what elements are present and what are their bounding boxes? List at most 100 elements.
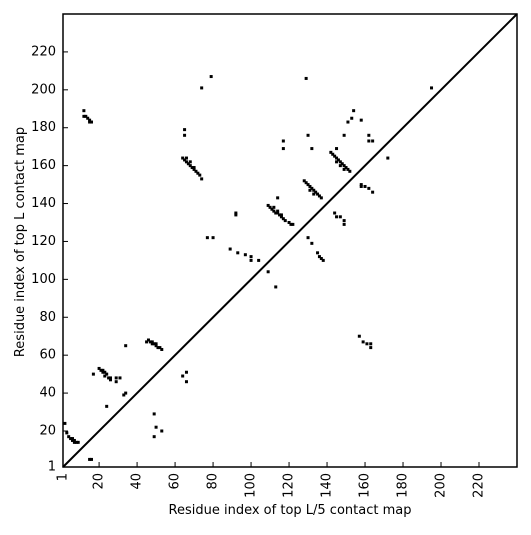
contact-point xyxy=(306,133,310,137)
contact-point xyxy=(184,370,188,374)
contact-point xyxy=(63,421,67,425)
contact-point xyxy=(181,156,185,160)
contact-point xyxy=(274,285,278,289)
contact-point xyxy=(183,133,187,137)
contact-point xyxy=(70,438,74,442)
contact-point xyxy=(287,220,291,224)
contact-point xyxy=(357,334,361,338)
contact-point xyxy=(338,215,342,219)
contact-point xyxy=(183,128,187,132)
x-tick-label: 60 xyxy=(168,473,183,490)
contact-point xyxy=(266,203,270,207)
contact-point xyxy=(103,370,107,374)
contact-point xyxy=(186,162,190,166)
contact-point xyxy=(359,184,363,188)
contact-point xyxy=(198,173,202,177)
contact-point xyxy=(148,340,152,344)
contact-point xyxy=(272,205,276,209)
contact-point xyxy=(160,429,164,433)
contact-point xyxy=(361,340,365,344)
contact-point xyxy=(194,169,198,173)
y-tick-label: 220 xyxy=(31,44,56,59)
contact-point xyxy=(257,258,261,262)
x-tick-label: 180 xyxy=(396,473,411,498)
contact-point xyxy=(67,435,71,439)
contact-point xyxy=(184,380,188,384)
contact-point xyxy=(158,346,162,350)
contact-point xyxy=(266,270,270,274)
contact-point xyxy=(69,437,73,441)
y-tick-label: 160 xyxy=(31,158,56,173)
x-tick-label: 220 xyxy=(472,473,487,498)
contact-point xyxy=(272,209,276,213)
contact-point xyxy=(181,374,185,378)
contact-point xyxy=(152,342,156,346)
contact-point xyxy=(338,164,342,168)
contact-point xyxy=(283,219,287,223)
contact-point xyxy=(190,166,194,170)
contact-point xyxy=(192,166,196,170)
contact-point xyxy=(270,207,274,211)
contact-point xyxy=(281,139,285,143)
contact-point xyxy=(114,376,118,380)
y-tick-label: 20 xyxy=(39,423,56,438)
contact-point xyxy=(348,169,352,173)
x-tick-label: 80 xyxy=(206,473,221,490)
contact-point xyxy=(316,192,320,196)
contact-point xyxy=(152,435,156,439)
contact-point xyxy=(308,184,312,188)
contact-point xyxy=(291,222,295,226)
contact-point xyxy=(108,378,112,382)
y-tick-label: 140 xyxy=(31,196,56,211)
contact-point xyxy=(281,147,285,151)
contact-point xyxy=(342,167,346,171)
x-tick-label: 1 xyxy=(56,473,71,481)
contact-point xyxy=(76,440,80,444)
contact-point xyxy=(430,86,434,90)
contact-point xyxy=(317,194,321,198)
contact-point xyxy=(152,412,156,416)
contact-point xyxy=(72,438,76,442)
contact-point xyxy=(122,393,126,397)
contact-point xyxy=(124,391,128,395)
y-tick-label: 80 xyxy=(39,310,56,325)
y-tick-label: 40 xyxy=(39,386,56,401)
contact-point xyxy=(234,213,238,217)
contact-point xyxy=(107,376,111,380)
contact-point xyxy=(154,342,158,346)
contact-point xyxy=(335,160,339,164)
contact-point xyxy=(184,160,188,164)
contact-point xyxy=(316,251,320,255)
contact-point xyxy=(105,372,109,376)
x-tick-label: 120 xyxy=(282,473,297,498)
contact-point xyxy=(279,213,283,217)
contact-point xyxy=(281,217,285,221)
contact-point xyxy=(304,181,308,185)
contact-point xyxy=(114,380,118,384)
contact-point xyxy=(308,188,312,192)
contact-point xyxy=(302,179,306,183)
contact-point xyxy=(211,236,215,240)
contact-point xyxy=(234,211,238,215)
contact-point xyxy=(89,120,93,124)
x-tick-label: 40 xyxy=(130,473,145,490)
contact-point xyxy=(196,171,200,175)
contact-point xyxy=(183,158,187,162)
contact-point xyxy=(367,139,371,143)
contact-point xyxy=(319,196,323,200)
plot-frame xyxy=(62,13,518,468)
contact-point xyxy=(249,258,253,262)
contact-point xyxy=(335,156,339,160)
contact-point xyxy=(84,114,88,118)
contact-point xyxy=(333,154,337,158)
contact-point xyxy=(200,177,204,181)
contact-point xyxy=(192,167,196,171)
contact-point xyxy=(72,440,76,444)
contact-point xyxy=(274,211,278,215)
contact-point xyxy=(160,347,164,351)
contact-point xyxy=(99,368,103,372)
contact-point xyxy=(236,251,240,255)
contact-point xyxy=(344,166,348,170)
